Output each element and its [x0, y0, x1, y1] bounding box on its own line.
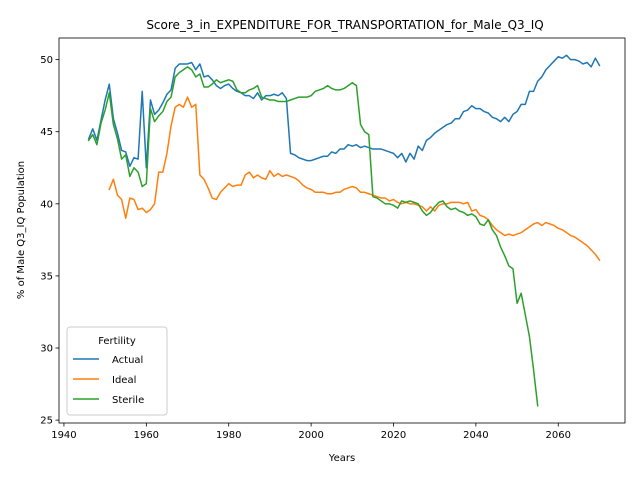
x-tick-label: 2020	[381, 430, 406, 441]
legend-title: Fertility	[98, 336, 136, 347]
legend-label-actual: Actual	[112, 355, 143, 366]
plot-frame	[58, 37, 626, 424]
legend-label-ideal: Ideal	[112, 375, 136, 386]
x-tick-label: 2000	[298, 430, 323, 441]
legend-label-sterile: Sterile	[112, 395, 144, 406]
series-layer	[87, 54, 601, 407]
y-tick-label: 40	[40, 199, 53, 210]
legend: Fertility Actual Ideal Sterile	[66, 326, 168, 416]
x-axis-label: Years	[328, 453, 355, 464]
legend-box	[66, 326, 168, 416]
x-tick-label: 2060	[546, 430, 571, 441]
series-line-ideal	[108, 96, 601, 262]
y-tick-label: 45	[40, 127, 53, 138]
series-line-actual	[87, 54, 601, 169]
x-tick-label: 1960	[134, 430, 159, 441]
y-tick-label: 25	[40, 416, 53, 427]
y-axis-label: % of Male Q3_IQ Population	[16, 161, 27, 299]
y-tick-label: 30	[40, 344, 53, 355]
x-tick-label: 1980	[216, 430, 241, 441]
x-tick-label: 2040	[463, 430, 488, 441]
x-axis: 1940 1960 1980 2000 2020 2040 2060	[51, 423, 571, 441]
y-tick-label: 50	[40, 55, 53, 66]
y-tick-label: 35	[40, 271, 53, 282]
y-axis: 25 30 35 40 45 50	[40, 55, 59, 427]
chart-title: Score_3_in_EXPENDITURE_FOR_TRANSPORTATIO…	[146, 18, 543, 32]
x-tick-label: 1940	[51, 430, 76, 441]
series-line-sterile	[87, 66, 539, 407]
